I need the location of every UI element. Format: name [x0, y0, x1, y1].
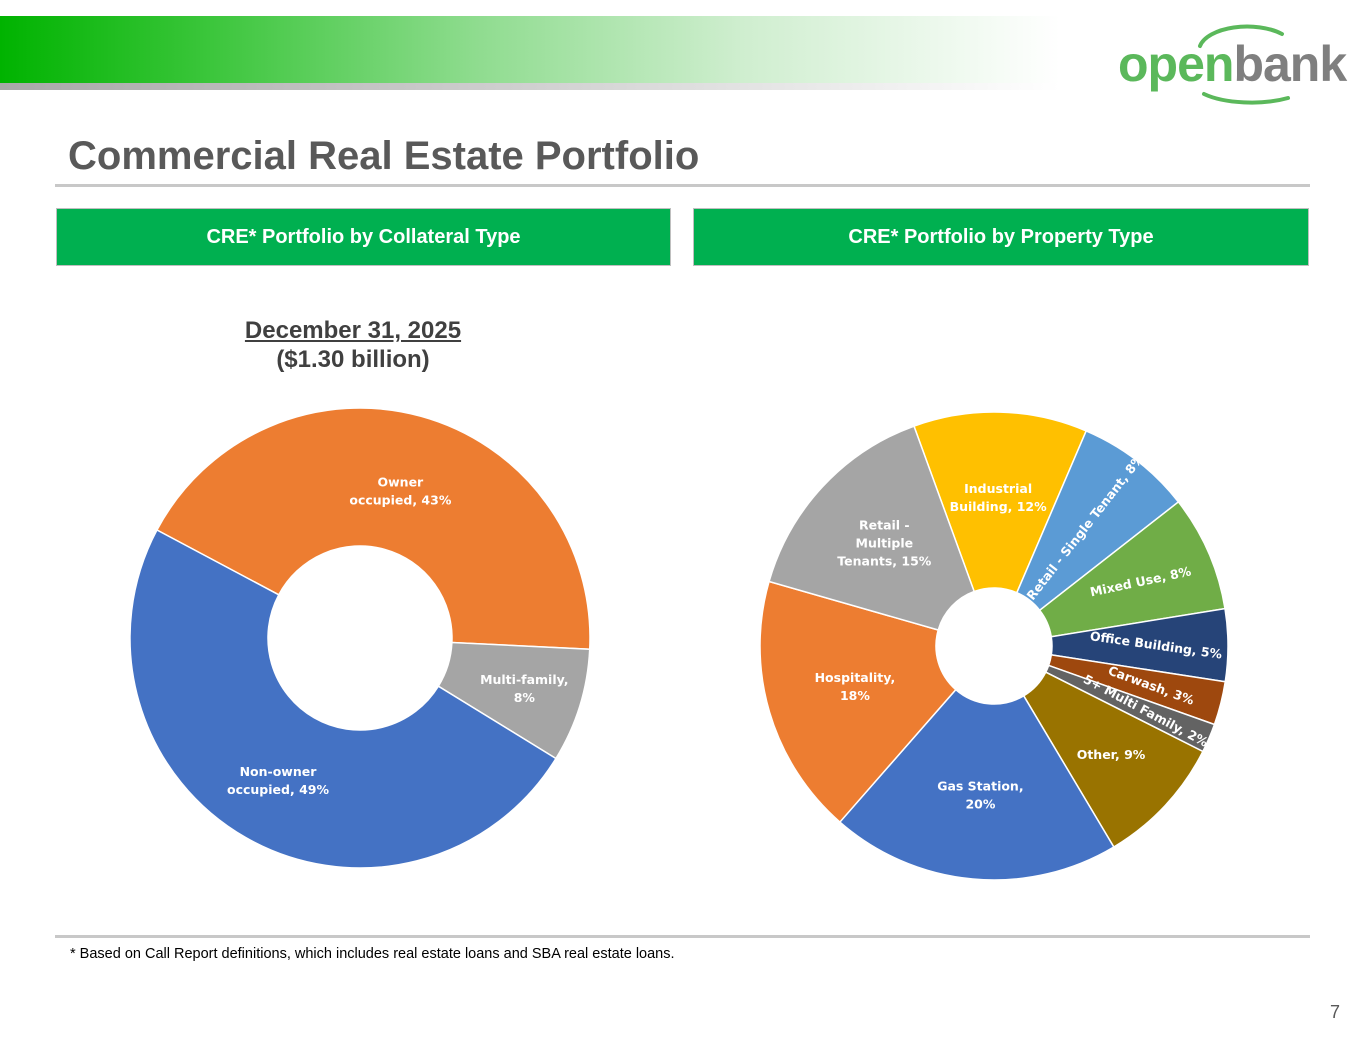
slice-gas-station — [838, 688, 1115, 881]
header-banner — [0, 16, 1060, 83]
slice-retail-single-tenant — [1015, 429, 1180, 612]
slice-label-retail-multiple-tenants: Retail -Multiple Tenants, 15% — [837, 518, 931, 569]
slice-mixed-use — [1038, 500, 1226, 638]
footnote: * Based on Call Report definitions, whic… — [70, 946, 675, 962]
header-banner-shadow — [0, 83, 1060, 90]
slice-label-other: Other, 9% — [1077, 747, 1146, 762]
slice-retail-multiple-tenants — [768, 425, 976, 631]
slice-hospitality — [759, 580, 957, 824]
slice-non-owner-occupied — [129, 529, 557, 869]
slice-label-hospitality: Hospitality, 18% — [815, 670, 896, 703]
slice-owner-occupied — [155, 407, 591, 651]
logo-arc-icon — [1198, 24, 1290, 105]
logo-open-text: open — [1118, 36, 1234, 92]
page-title: Commercial Real Estate Portfolio — [68, 134, 700, 178]
slice-label-industrial-building: Industrial Building, 12% — [950, 481, 1048, 514]
property-type-header: CRE* Portfolio by Property Type — [693, 208, 1309, 266]
slice-label-multi-family: Multi-family, 8% — [480, 672, 568, 705]
collateral-type-header: CRE* Portfolio by Collateral Type — [56, 208, 671, 266]
slice-other — [1022, 671, 1204, 849]
openbank-logo: openbank — [1112, 18, 1362, 114]
page-number: 7 — [1330, 1002, 1341, 1022]
chart-total: ($1.30 billion) — [276, 346, 430, 373]
logo-wordmark: openbank — [1118, 36, 1347, 92]
slice-label-owner-occupied: Owner occupied, 43% — [349, 474, 451, 507]
footer-divider — [55, 935, 1310, 938]
logo-bank-text: bank — [1233, 36, 1347, 92]
slice-industrial-building — [913, 411, 1088, 594]
slice-label-gas-station: Gas Station, 20% — [937, 778, 1023, 811]
chart-date: December 31, 2025 — [244, 317, 462, 344]
slice-label-non-owner-occupied: Non-owner occupied, 49% — [227, 764, 329, 797]
title-divider — [55, 184, 1310, 187]
